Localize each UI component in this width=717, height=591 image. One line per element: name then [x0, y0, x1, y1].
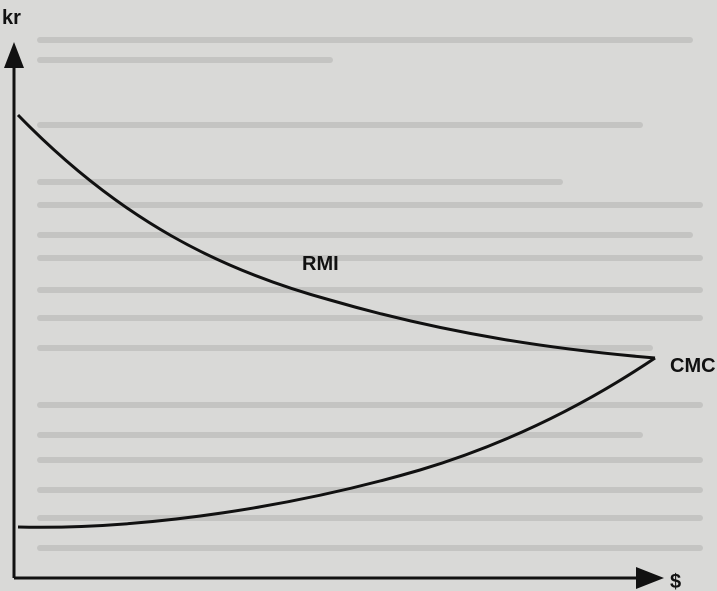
curve-label: CMC: [670, 355, 716, 377]
x-axis-label: $: [670, 571, 681, 591]
curve-label: RMI: [302, 253, 339, 275]
bleed-through-text: [37, 37, 703, 551]
x-axis-arrow: [636, 567, 664, 589]
rmi-curve: [16, 113, 656, 360]
cmc-curve: [17, 356, 656, 529]
y-axis-arrow: [4, 42, 24, 68]
y-axis-label: kr: [2, 7, 21, 29]
